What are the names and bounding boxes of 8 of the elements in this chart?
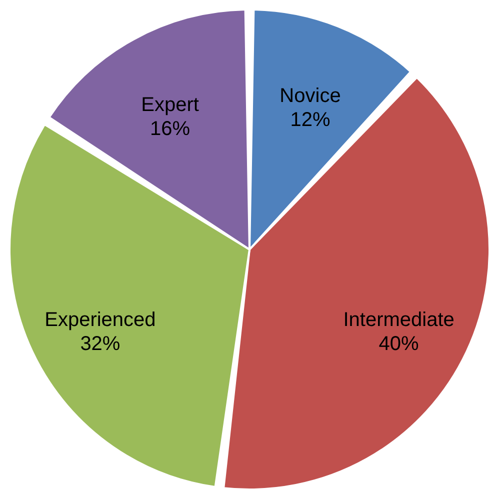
data-label: 40% (378, 332, 420, 355)
data-label: 16% (150, 118, 190, 140)
data-label: 32% (80, 332, 120, 355)
slice-label: Intermediate (343, 308, 454, 331)
slice-label: Experienced (44, 308, 156, 331)
data-label: 12% (290, 109, 330, 132)
slice-label: Expert (141, 94, 200, 116)
slice-label: Novice (280, 85, 341, 108)
